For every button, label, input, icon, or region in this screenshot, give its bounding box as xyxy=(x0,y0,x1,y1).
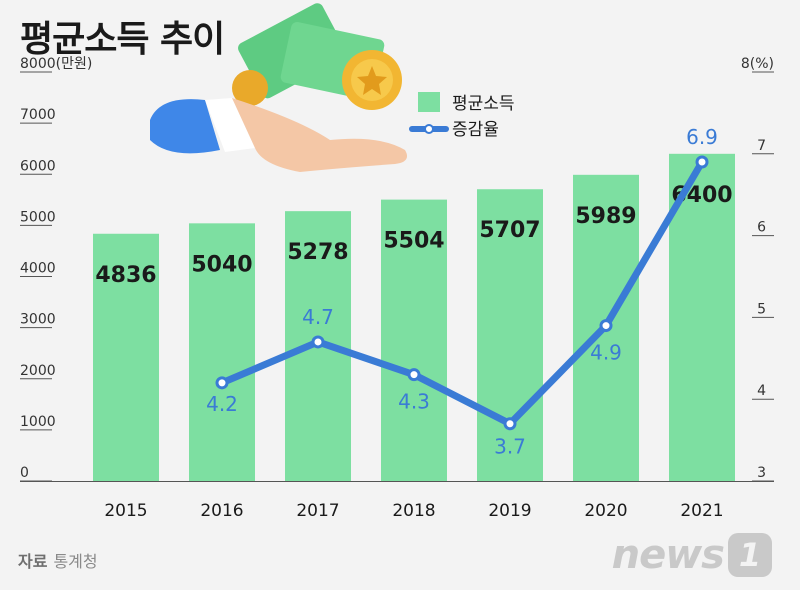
bar xyxy=(381,199,447,481)
x-tick-label: 2020 xyxy=(584,501,627,521)
line-point xyxy=(407,368,421,382)
bar xyxy=(669,153,735,482)
line-point xyxy=(599,319,613,333)
line-value-label: 3.7 xyxy=(494,435,526,459)
line-point xyxy=(311,335,325,349)
y-left-tick-label: 4000 xyxy=(20,261,56,277)
y-right-tick-label: 5 xyxy=(757,301,766,317)
x-tick-label: 2018 xyxy=(392,501,435,521)
y-left-tick-label: 7000 xyxy=(20,107,56,123)
x-tick-label: 2016 xyxy=(200,501,243,521)
bar xyxy=(477,189,543,482)
line-value-label: 4.3 xyxy=(398,390,430,414)
line-value-label: 6.9 xyxy=(686,125,718,149)
y-right-tick-label: 3 xyxy=(757,465,766,481)
legend-bar-label: 평균소득 xyxy=(452,94,515,114)
x-tick-label: 2017 xyxy=(296,501,339,521)
bar-value-label: 5989 xyxy=(575,204,636,229)
y-left-tick-label: 0 xyxy=(20,465,29,481)
legend-bar-swatch xyxy=(418,92,440,112)
y-left-tick-label: 3000 xyxy=(20,312,56,328)
page-title: 평균소득 추이 xyxy=(20,19,225,60)
bar-value-label: 5278 xyxy=(287,240,348,265)
brand-text: news xyxy=(611,532,725,578)
brand-logo: news 1 xyxy=(612,532,772,578)
source-value: 통계청 xyxy=(53,552,98,571)
y-right-tick-label: 4 xyxy=(757,383,766,399)
brand-badge: 1 xyxy=(728,533,772,577)
x-tick-label: 2015 xyxy=(104,501,147,521)
y-right-tick-label: 6 xyxy=(757,220,766,236)
line-point xyxy=(695,155,709,169)
x-tick-label: 2021 xyxy=(680,501,723,521)
y-left-tick-label: 2000 xyxy=(20,363,56,379)
legend-line-label: 증감율 xyxy=(452,120,499,140)
line-value-label: 4.7 xyxy=(302,305,334,329)
bar xyxy=(189,223,255,481)
source-note: 자료 통계청 xyxy=(18,548,98,572)
y-left-tick-label: 5000 xyxy=(20,209,56,225)
bar-value-label: 5504 xyxy=(383,229,444,254)
bar-value-label: 5707 xyxy=(479,218,540,243)
bar-value-label: 4836 xyxy=(95,263,156,288)
line-point xyxy=(503,417,517,431)
y-right-axis-label: 8(%) xyxy=(741,56,774,72)
line-value-label: 4.9 xyxy=(590,341,622,365)
bar-value-label: 5040 xyxy=(191,252,252,277)
y-left-tick-label: 6000 xyxy=(20,158,56,174)
line-value-label: 4.2 xyxy=(206,392,238,416)
x-tick-label: 2019 xyxy=(488,501,531,521)
y-right-tick-label: 7 xyxy=(757,138,766,154)
bar xyxy=(93,233,159,481)
source-label: 자료 xyxy=(18,552,48,571)
y-left-tick-label: 1000 xyxy=(20,414,56,430)
line-point xyxy=(215,376,229,390)
legend-line-marker xyxy=(424,124,434,134)
y-left-axis-label: 8000(만원) xyxy=(20,56,92,72)
money-hand-illustration xyxy=(150,3,408,172)
growth-rate-line xyxy=(218,158,706,428)
